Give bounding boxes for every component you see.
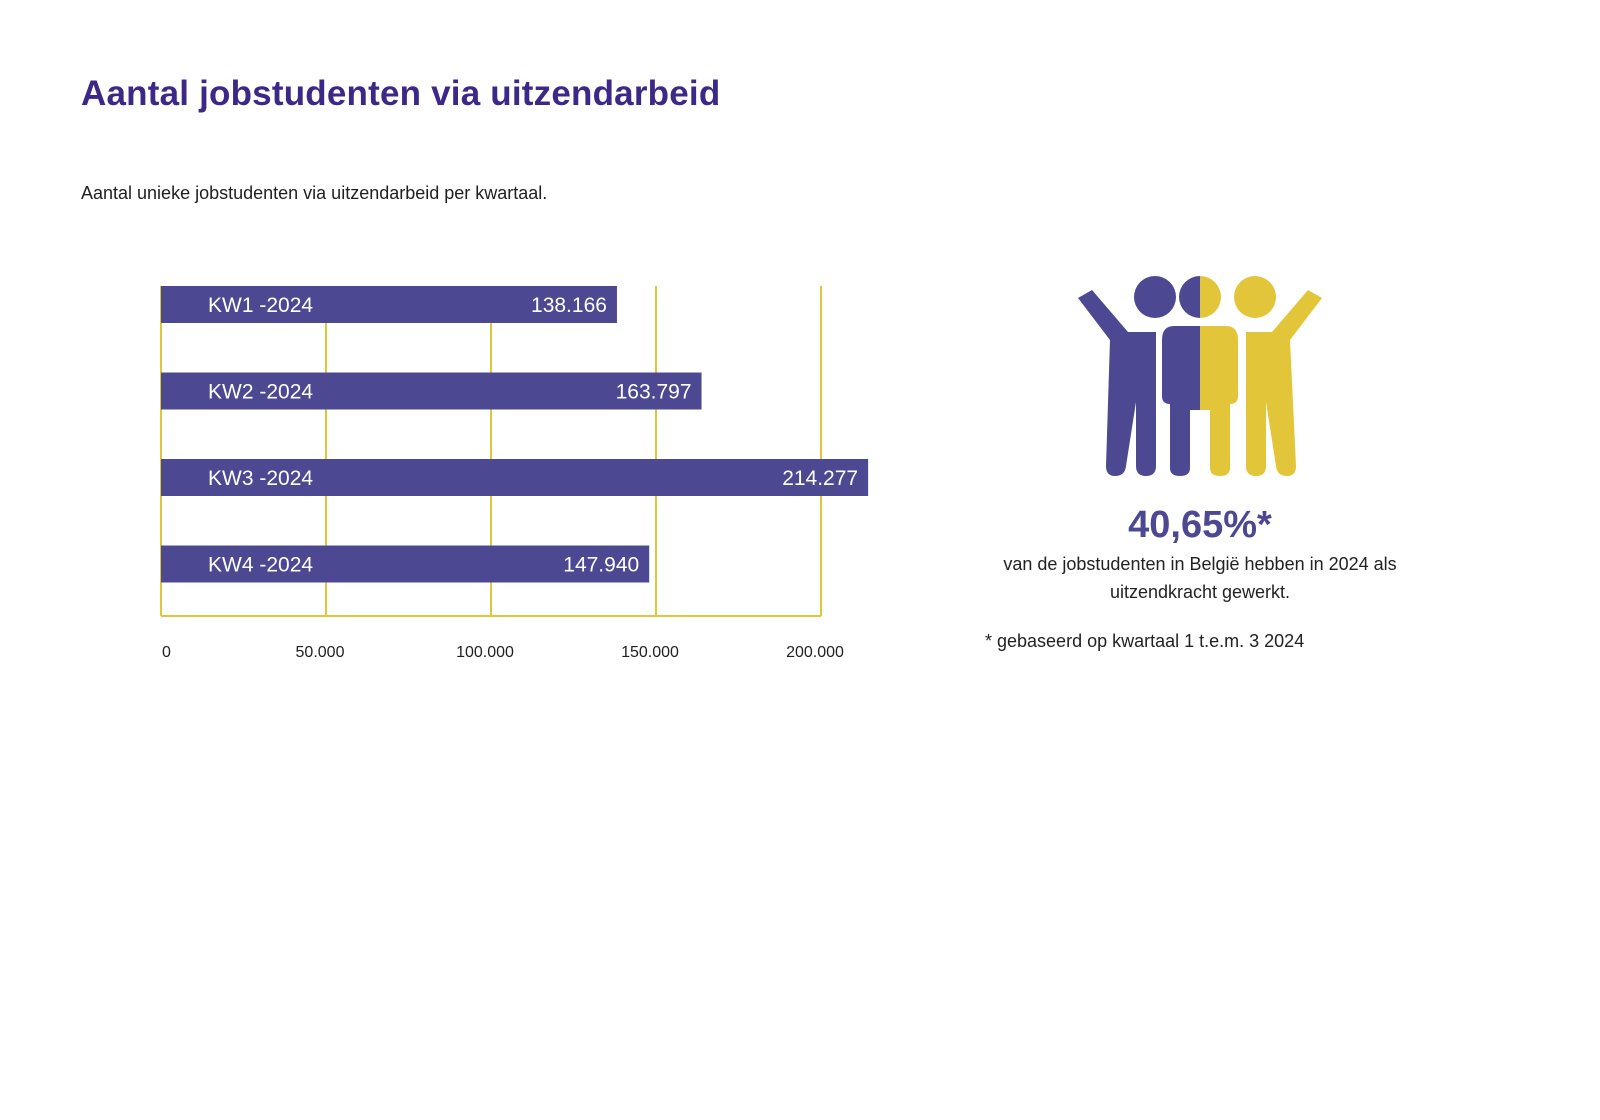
bar-category-label: KW4 -2024 xyxy=(208,554,313,577)
bar-category-label: KW3 -2024 xyxy=(208,467,313,490)
stat-value: 40,65%* xyxy=(1128,504,1272,546)
bar-value-label: 147.940 xyxy=(563,554,639,577)
bar-chart: 0 50.000 100.000 150.000 200.000 KW1 -2024 138… xyxy=(160,286,869,661)
bar-category-label: KW2 -2024 xyxy=(208,381,313,404)
x-tick-label: 50.000 xyxy=(296,644,345,661)
people-cheering-icon xyxy=(1078,276,1322,476)
page-subtitle: Aantal unieke jobstudenten via uitzendar… xyxy=(81,183,548,203)
bar xyxy=(161,372,702,410)
bar xyxy=(161,545,650,583)
x-tick-label: 100.000 xyxy=(456,644,514,661)
bar xyxy=(161,286,617,323)
stat-block: 40,65%* van de jobstudenten in België he… xyxy=(980,270,1420,606)
x-tick-label: 0 xyxy=(162,644,171,661)
page-title: Aantal jobstudenten via uitzendarbeid xyxy=(81,74,721,113)
bar-category-label: KW1 -2024 xyxy=(208,294,313,317)
bar xyxy=(161,459,869,496)
stat-description: van de jobstudenten in België hebben in … xyxy=(1003,554,1397,602)
bar-value-label: 138.166 xyxy=(531,294,607,317)
x-tick-label: 200.000 xyxy=(786,644,844,661)
footnote: * gebaseerd op kwartaal 1 t.e.m. 3 2024 xyxy=(985,631,1305,651)
bar-value-label: 163.797 xyxy=(616,381,692,404)
x-tick-label: 150.000 xyxy=(621,644,679,661)
bar-value-label: 214.277 xyxy=(782,467,858,490)
